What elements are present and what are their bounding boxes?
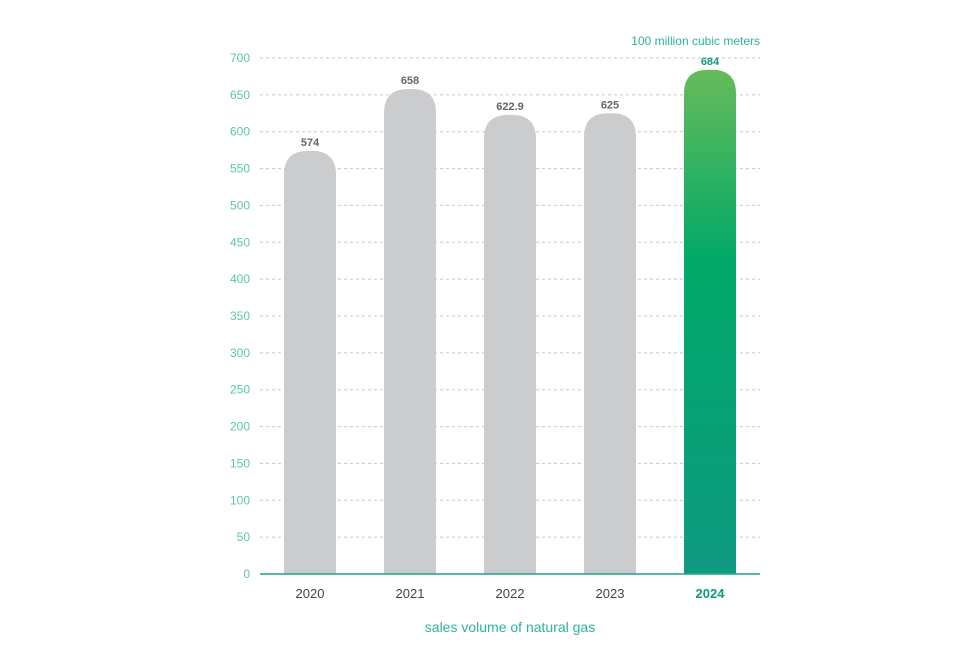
y-tick-label: 100 bbox=[230, 493, 250, 507]
y-tick-label: 450 bbox=[230, 235, 250, 249]
y-tick-label: 500 bbox=[230, 198, 250, 212]
value-label-2024: 684 bbox=[701, 56, 720, 68]
value-label-2023: 625 bbox=[601, 99, 619, 111]
bar-2021 bbox=[384, 88, 436, 575]
y-tick-label: 250 bbox=[230, 383, 250, 397]
y-tick-label: 600 bbox=[230, 125, 250, 139]
y-tick-label: 0 bbox=[243, 567, 250, 581]
value-label-2022: 622.9 bbox=[496, 101, 524, 113]
y-tick-label: 550 bbox=[230, 162, 250, 176]
x-axis-ticks: 2020 2021 2022 2023 2024 bbox=[296, 586, 726, 601]
y-tick-label: 50 bbox=[237, 530, 251, 544]
y-axis-ticks: 0 50 100 150 200 250 300 350 400 450 500 550 600 650 7… bbox=[230, 51, 250, 581]
x-tick-label-2021: 2021 bbox=[396, 586, 425, 601]
value-label-2020: 574 bbox=[301, 137, 320, 149]
x-tick-label-2022: 2022 bbox=[496, 586, 525, 601]
gridlines bbox=[260, 57, 760, 538]
y-tick-label: 400 bbox=[230, 272, 250, 286]
bars: 574 658 622.9 625 684 bbox=[284, 56, 736, 575]
bar-2023 bbox=[584, 113, 636, 575]
x-axis-title: sales volume of natural gas bbox=[425, 619, 595, 635]
y-tick-label: 200 bbox=[230, 420, 250, 434]
x-tick-label-2020: 2020 bbox=[296, 586, 325, 601]
bar-2024 bbox=[684, 69, 736, 575]
x-tick-label-2023: 2023 bbox=[596, 586, 625, 601]
y-tick-label: 700 bbox=[230, 51, 250, 65]
y-tick-label: 650 bbox=[230, 88, 250, 102]
value-label-2021: 658 bbox=[401, 75, 419, 87]
x-tick-label-2024: 2024 bbox=[696, 586, 726, 601]
y-tick-label: 150 bbox=[230, 456, 250, 470]
y-tick-label: 300 bbox=[230, 346, 250, 360]
y-tick-label: 350 bbox=[230, 309, 250, 323]
unit-label: 100 million cubic meters bbox=[631, 34, 760, 48]
bar-2020 bbox=[284, 150, 336, 574]
bar-2022 bbox=[484, 114, 536, 575]
